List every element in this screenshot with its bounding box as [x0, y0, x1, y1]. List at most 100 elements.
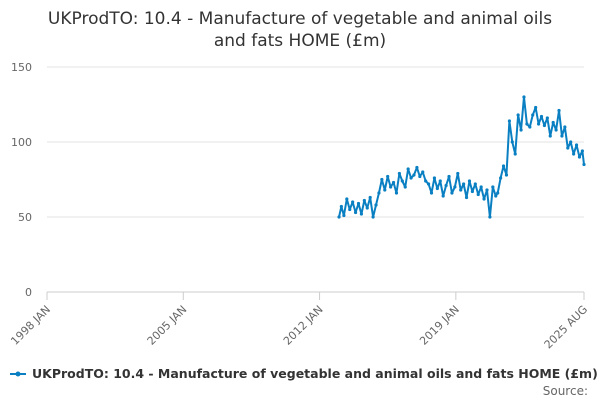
- data-point: [482, 197, 486, 201]
- data-point: [351, 200, 355, 204]
- data-point: [522, 95, 526, 99]
- chart-title-line-2: and fats HOME (£m): [214, 31, 386, 51]
- data-point: [450, 191, 454, 195]
- data-point: [554, 128, 558, 132]
- data-point: [394, 191, 399, 195]
- y-tick-label-50: 50: [18, 211, 32, 224]
- data-point: [421, 170, 425, 174]
- data-point: [359, 212, 364, 216]
- data-point: [485, 188, 489, 192]
- data-point: [464, 195, 469, 200]
- data-point: [531, 113, 535, 117]
- data-point: [577, 155, 582, 159]
- y-tick-label-100: 100: [11, 136, 32, 149]
- data-point: [453, 185, 457, 189]
- data-point: [435, 186, 439, 191]
- legend-entry[interactable]: UKProdTO: 10.4 - Manufacture of vegetabl…: [32, 366, 598, 381]
- legend-dot-marker: [15, 371, 21, 377]
- data-point: [412, 173, 416, 177]
- x-tick-label-1: 2005 JAN: [145, 303, 190, 348]
- data-point: [548, 134, 552, 138]
- data-point: [380, 177, 384, 182]
- data-point: [528, 125, 532, 129]
- data-point: [539, 114, 544, 119]
- x-tick-label-2: 2012 JAN: [281, 303, 326, 348]
- x-tick-label-0: 1998 JAN: [8, 303, 53, 348]
- data-point: [389, 185, 393, 189]
- data-point: [441, 194, 445, 198]
- data-point: [488, 215, 492, 219]
- data-point: [383, 188, 387, 192]
- data-point: [574, 143, 579, 147]
- data-point: [557, 108, 561, 113]
- data-point: [429, 191, 434, 195]
- data-point: [403, 185, 407, 189]
- data-point: [470, 189, 474, 194]
- data-point: [525, 122, 529, 126]
- data-point: [467, 179, 472, 183]
- data-point: [409, 176, 413, 180]
- data-point: [519, 128, 523, 132]
- data-point: [397, 171, 401, 176]
- data-point: [371, 215, 375, 219]
- data-point: [459, 188, 463, 192]
- data-point: [415, 165, 419, 170]
- data-point: [513, 152, 517, 156]
- y-tick-label-150: 150: [11, 61, 32, 74]
- data-point: [496, 191, 500, 195]
- x-tick-label-3: 2019 JAN: [417, 303, 462, 348]
- data-point: [534, 105, 538, 110]
- chart-title-line-1: UKProdTO: 10.4 - Manufacture of vegetabl…: [48, 9, 552, 29]
- data-point: [447, 174, 451, 179]
- data-point: [536, 122, 541, 126]
- data-point: [342, 213, 346, 218]
- data-point: [551, 120, 555, 125]
- data-point: [572, 152, 576, 156]
- data-point: [504, 173, 509, 177]
- data-point: [432, 176, 437, 180]
- data-point: [400, 179, 404, 183]
- data-point: [374, 203, 378, 207]
- data-point: [386, 174, 390, 179]
- data-point: [348, 207, 352, 212]
- data-point: [345, 197, 349, 201]
- data-point: [501, 164, 506, 168]
- data-point: [545, 116, 549, 120]
- data-point: [491, 185, 495, 189]
- data-point: [424, 179, 428, 183]
- data-point: [569, 140, 573, 144]
- data-point: [510, 140, 514, 144]
- data-point: [563, 125, 567, 129]
- data-point: [582, 162, 586, 167]
- data-point: [362, 198, 366, 203]
- data-point: [566, 146, 570, 150]
- series-line-0: [338, 96, 585, 218]
- data-point: [476, 192, 480, 197]
- y-tick-label-0: 0: [25, 286, 32, 299]
- data-point: [494, 194, 498, 198]
- data-point: [337, 215, 341, 219]
- data-point: [580, 149, 584, 153]
- data-point: [462, 182, 466, 186]
- data-point: [560, 134, 564, 138]
- data-point: [377, 191, 381, 195]
- data-point: [438, 179, 442, 183]
- data-point: [516, 113, 520, 117]
- data-point: [368, 195, 372, 200]
- data-point: [507, 119, 511, 123]
- data-point: [499, 176, 503, 180]
- data-point: [473, 182, 477, 186]
- x-tick-label-4: 2025 AUG: [542, 303, 591, 352]
- data-point: [356, 201, 361, 206]
- data-point: [426, 182, 431, 186]
- data-point: [542, 123, 547, 128]
- source-label: Source:: [543, 384, 588, 398]
- data-point: [365, 206, 369, 210]
- data-point: [418, 174, 422, 179]
- data-point: [456, 171, 460, 176]
- data-point: [391, 180, 396, 185]
- data-point: [479, 185, 483, 189]
- data-point: [339, 204, 343, 209]
